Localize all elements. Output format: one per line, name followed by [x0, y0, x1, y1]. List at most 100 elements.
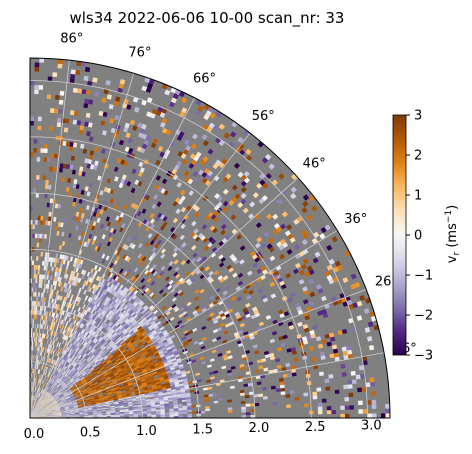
data-cell [125, 272, 130, 278]
data-cell [92, 337, 97, 342]
data-cell [78, 361, 82, 366]
data-cell [34, 417, 39, 418]
data-cell [66, 326, 70, 332]
data-cell [94, 270, 98, 275]
angle-grid-line [30, 230, 338, 418]
data-cell [88, 365, 93, 370]
data-cell [180, 391, 186, 395]
data-cell [39, 398, 42, 403]
data-cell [63, 402, 68, 405]
data-cell [132, 300, 137, 306]
data-cell [272, 319, 278, 325]
data-cell [38, 413, 43, 416]
data-cell [132, 369, 137, 373]
data-cell [155, 409, 161, 412]
data-cell [266, 213, 273, 220]
data-cell [54, 403, 59, 407]
data-cell [58, 342, 61, 348]
data-cell [77, 337, 81, 342]
data-cell [133, 412, 138, 414]
data-cell [49, 404, 54, 408]
data-cell [90, 398, 95, 401]
data-cell [118, 398, 123, 401]
data-cell [123, 337, 128, 342]
data-cell [85, 362, 90, 367]
data-cell [38, 310, 40, 315]
data-cell [46, 288, 49, 294]
data-cell [133, 410, 138, 413]
data-cell [63, 360, 67, 366]
data-cell [150, 346, 156, 350]
data-cell [70, 349, 75, 354]
data-cell [96, 291, 101, 297]
data-cell [112, 394, 118, 397]
data-cell [168, 399, 174, 402]
data-cell [156, 357, 162, 362]
data-cell [116, 350, 122, 355]
data-cell [45, 398, 49, 402]
data-cell [46, 387, 49, 392]
data-cell [83, 331, 88, 336]
data-cell [41, 407, 45, 411]
data-cell [72, 299, 76, 305]
data-cell [180, 369, 186, 374]
data-cell [245, 403, 251, 407]
data-cell [298, 251, 305, 257]
data-cell [128, 385, 134, 389]
data-cell [187, 338, 193, 343]
data-cell [52, 415, 57, 416]
data-cell [128, 411, 134, 413]
data-cell [111, 367, 116, 371]
data-cell [190, 231, 196, 238]
data-cell [101, 97, 107, 103]
data-cell [161, 357, 167, 362]
data-cell [90, 386, 95, 389]
data-cell [133, 328, 139, 334]
data-cell [41, 379, 44, 385]
data-cell [78, 406, 83, 408]
data-cell [136, 381, 142, 385]
data-cell [44, 405, 49, 408]
data-cell [120, 366, 126, 370]
data-cell [31, 373, 32, 378]
data-cell [174, 324, 180, 329]
data-cell [69, 348, 73, 353]
data-cell [98, 372, 103, 376]
data-cell [44, 375, 47, 381]
data-cell [118, 371, 123, 375]
data-cell [67, 347, 71, 352]
data-cell [94, 358, 99, 363]
data-cell [127, 290, 132, 296]
data-cell [52, 416, 57, 418]
data-cell [130, 355, 136, 360]
data-cell [88, 224, 93, 230]
data-cell [34, 386, 36, 392]
data-cell [126, 358, 132, 362]
data-cell [138, 360, 144, 365]
data-cell [68, 404, 73, 406]
data-cell [249, 335, 255, 340]
data-cell [152, 389, 158, 392]
data-cell [61, 398, 66, 401]
data-cell [75, 378, 80, 382]
data-cell [168, 350, 174, 354]
data-cell [65, 396, 70, 400]
data-cell [155, 175, 161, 181]
data-cell [151, 338, 157, 343]
data-cell [33, 395, 35, 401]
data-cell [73, 391, 78, 395]
data-cell [86, 306, 91, 312]
data-cell [80, 378, 86, 382]
data-cell [118, 401, 124, 404]
data-cell [40, 406, 45, 410]
data-cell [74, 415, 80, 417]
data-cell [74, 416, 80, 417]
data-cell [79, 369, 84, 373]
data-cell [64, 316, 68, 321]
data-cell [141, 402, 147, 405]
data-cell [48, 372, 51, 378]
data-cell [91, 239, 96, 245]
data-cell [172, 396, 178, 400]
data-cell [173, 363, 179, 367]
data-cell [56, 415, 62, 416]
